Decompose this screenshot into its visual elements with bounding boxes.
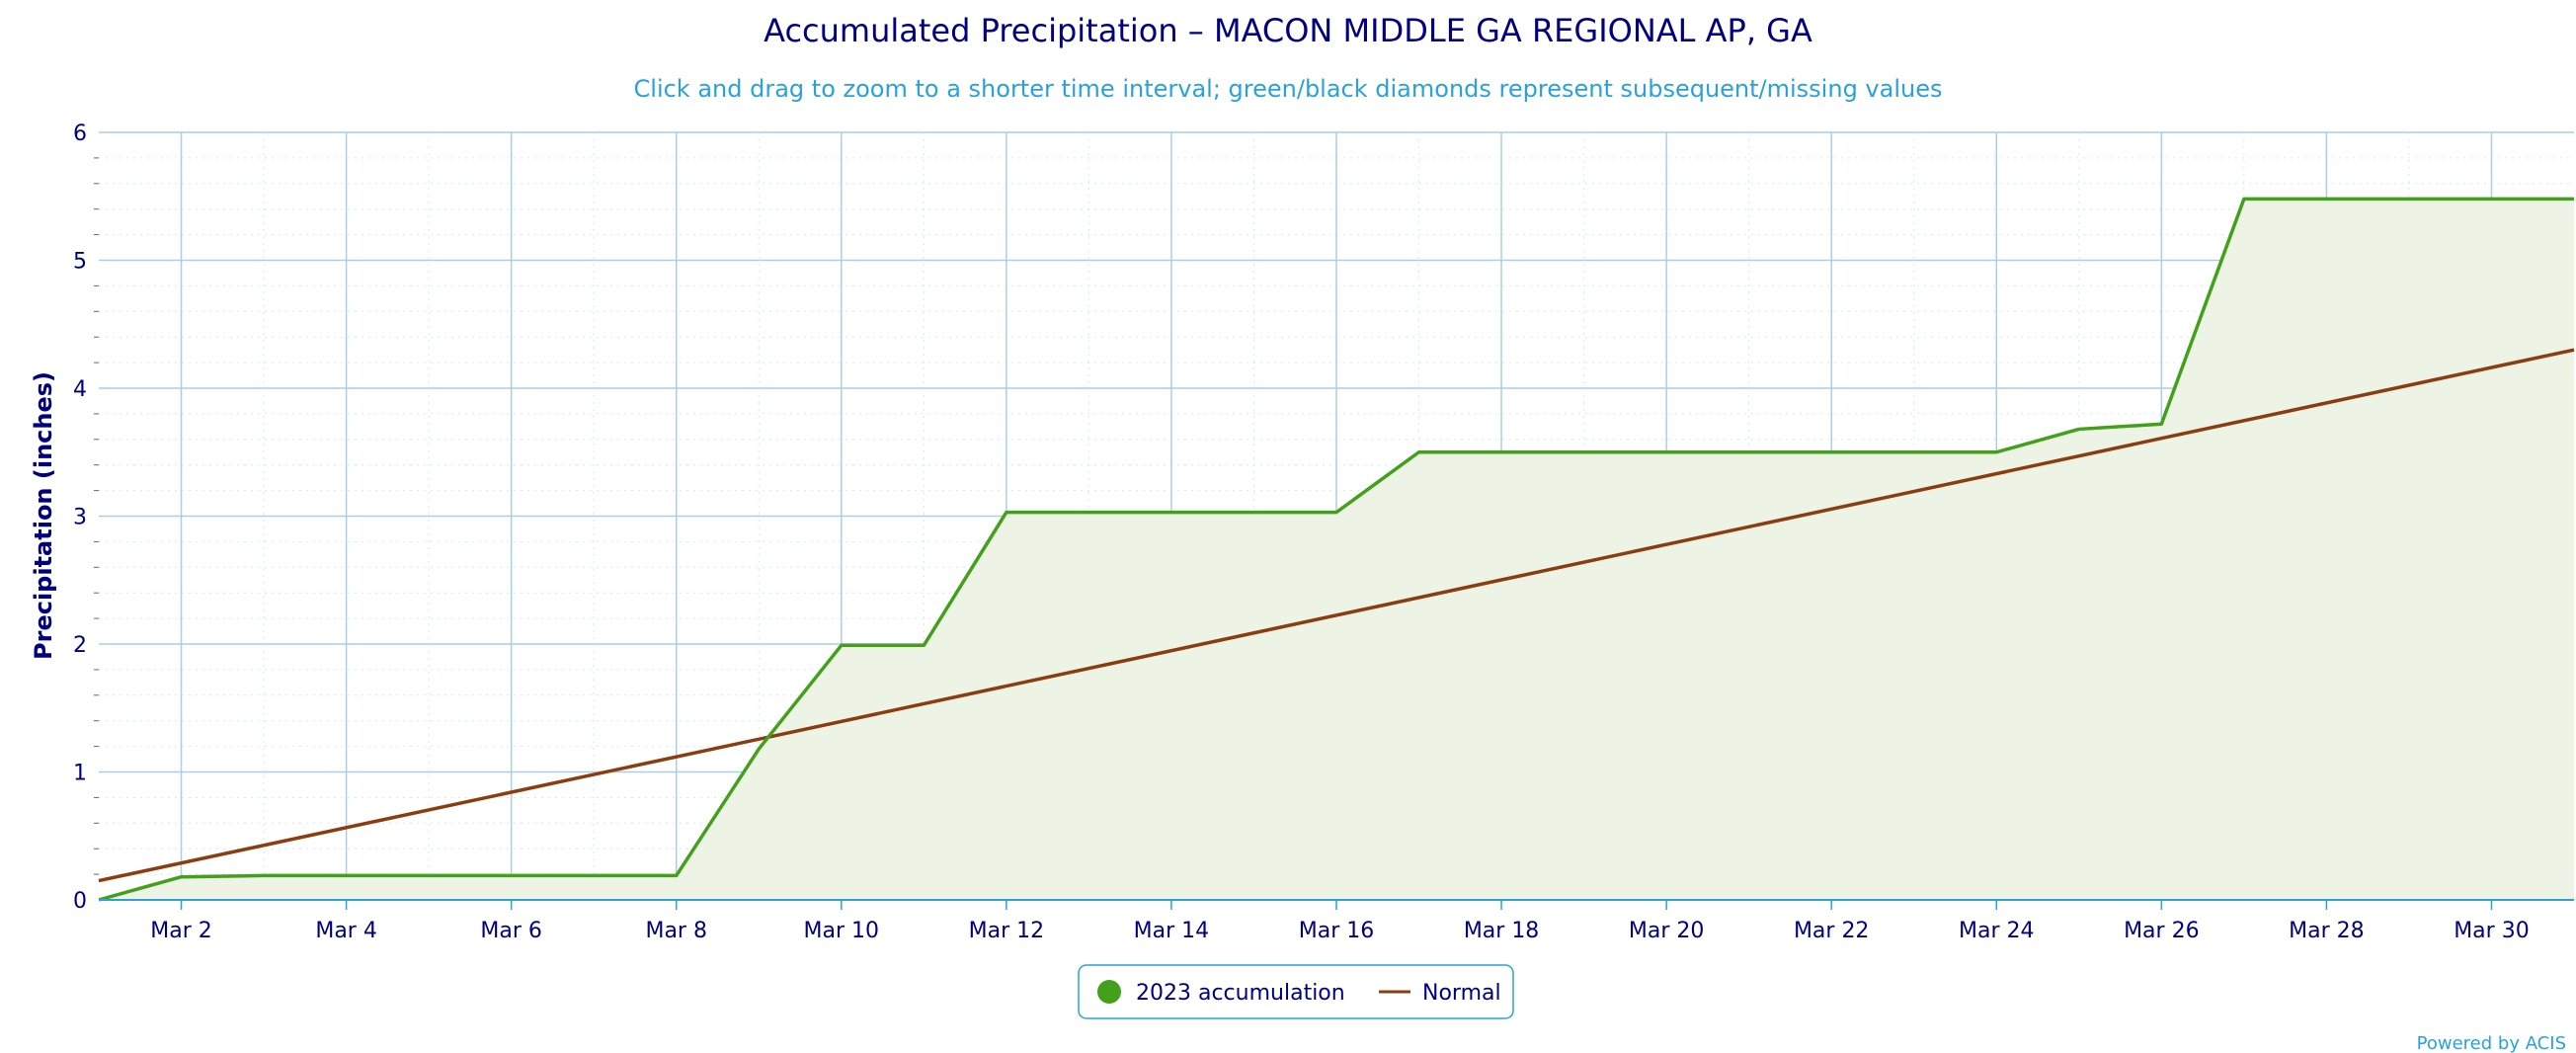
data-point-accumulation[interactable] — [2075, 425, 2083, 433]
data-point-accumulation[interactable] — [1580, 448, 1588, 456]
data-point-accumulation[interactable] — [1992, 448, 2000, 456]
x-tick-label: Mar 8 — [645, 919, 707, 943]
y-axis-label: Precipitation (inches) — [30, 371, 57, 660]
legend-accumulation-marker — [1097, 980, 1121, 1004]
data-point-accumulation[interactable] — [2157, 420, 2165, 428]
data-point-accumulation[interactable] — [1662, 448, 1670, 456]
series-normal-line[interactable] — [98, 348, 2575, 883]
y-tick-label: 6 — [73, 122, 87, 146]
series-accumulation-line[interactable] — [98, 197, 2574, 902]
legend-item-normal[interactable]: Normal — [1379, 981, 1501, 1006]
data-point-accumulation[interactable] — [1910, 448, 1918, 456]
data-point-accumulation[interactable] — [343, 871, 351, 879]
axes — [99, 899, 2574, 910]
data-point-accumulation[interactable] — [1003, 509, 1010, 517]
data-point-accumulation[interactable] — [1497, 448, 1505, 456]
x-tick-label: Mar 20 — [1629, 919, 1705, 943]
chart-title: Accumulated Precipitation – MACON MIDDLE… — [764, 12, 1812, 49]
data-point-accumulation[interactable] — [673, 871, 681, 879]
data-point-accumulation[interactable] — [2487, 195, 2495, 202]
accumulation-area-layer — [99, 199, 2574, 901]
x-tick-label: Mar 14 — [1134, 919, 1210, 943]
x-tick-label: Mar 4 — [315, 919, 377, 943]
data-point-accumulation[interactable] — [2405, 195, 2413, 202]
x-tick-label: Mar 2 — [150, 919, 212, 943]
data-point-accumulation[interactable] — [755, 745, 763, 753]
x-tick-label: Mar 26 — [2124, 919, 2200, 943]
data-point-accumulation[interactable] — [1085, 509, 1092, 517]
data-point-accumulation[interactable] — [178, 873, 186, 881]
data-point-accumulation[interactable] — [838, 641, 845, 649]
x-tick-label: Mar 18 — [1464, 919, 1540, 943]
x-tick-label: Mar 30 — [2454, 919, 2530, 943]
data-point-accumulation[interactable] — [1249, 509, 1257, 517]
x-tick-label: Mar 16 — [1299, 919, 1375, 943]
x-tick-label: Mar 22 — [1794, 919, 1870, 943]
x-axis-ticks: Mar 2 Mar 4 Mar 6 Mar 8 Mar 10 Mar 12 Mar 14 Ma… — [150, 919, 2529, 943]
data-point-accumulation[interactable] — [1415, 448, 1423, 456]
data-point-accumulation[interactable] — [1332, 509, 1340, 517]
y-axis-ticks: 0 1 2 3 4 5 6 — [73, 122, 87, 914]
credit-link[interactable]: Powered by ACIS — [2417, 1033, 2566, 1053]
y-tick-label: 4 — [73, 377, 87, 402]
chart-subtitle: Click and drag to zoom to a shorter time… — [634, 75, 1943, 103]
data-point-accumulation[interactable] — [590, 871, 598, 879]
data-point-accumulation[interactable] — [508, 871, 516, 879]
legend-accumulation-label: 2023 accumulation — [1136, 981, 1345, 1006]
data-point-accumulation[interactable] — [2322, 195, 2330, 202]
data-point-accumulation[interactable] — [425, 871, 433, 879]
data-point-accumulation[interactable] — [2240, 195, 2248, 202]
series-lines-layer — [98, 195, 2575, 902]
series-accumulation-area — [99, 199, 2574, 901]
data-point-accumulation[interactable] — [920, 641, 927, 649]
y-tick-label: 2 — [73, 633, 87, 658]
y-tick-label: 1 — [73, 762, 87, 786]
x-tick-label: Mar 12 — [969, 919, 1045, 943]
legend: 2023 accumulation Normal — [1078, 964, 1514, 1019]
x-tick-label: Mar 24 — [1959, 919, 2035, 943]
legend-item-accumulation[interactable]: 2023 accumulation — [1097, 980, 1345, 1006]
data-point-accumulation[interactable] — [1745, 448, 1753, 456]
y-tick-label: 3 — [73, 506, 87, 530]
data-point-accumulation[interactable] — [1167, 509, 1175, 517]
y-tick-label: 5 — [73, 250, 87, 275]
data-point-accumulation[interactable] — [1827, 448, 1835, 456]
y-tick-label: 0 — [73, 889, 87, 914]
x-tick-label: Mar 6 — [480, 919, 542, 943]
x-tick-label: Mar 28 — [2289, 919, 2365, 943]
legend-box — [1078, 964, 1514, 1019]
x-tick-label: Mar 10 — [804, 919, 880, 943]
legend-normal-label: Normal — [1422, 981, 1501, 1006]
data-point-accumulation[interactable] — [260, 871, 268, 879]
